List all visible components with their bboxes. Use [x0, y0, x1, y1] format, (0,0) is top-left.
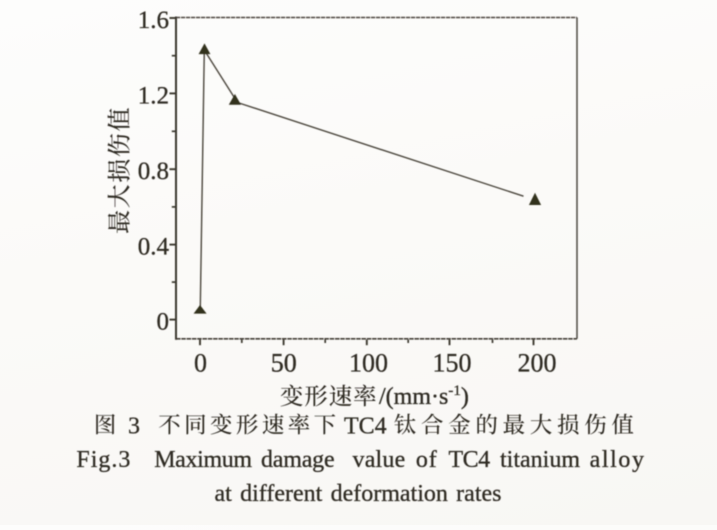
- svg-text:of: of: [416, 447, 438, 473]
- svg-text:3: 3: [128, 414, 140, 440]
- svg-text:100: 100: [349, 349, 388, 378]
- svg-text:TC4: TC4: [344, 414, 387, 440]
- svg-text:Maximum: Maximum: [154, 447, 252, 473]
- svg-text:0.4: 0.4: [138, 234, 170, 261]
- svg-text:0.8: 0.8: [138, 158, 169, 185]
- svg-text:200: 200: [518, 349, 557, 378]
- svg-text:TC4: TC4: [449, 447, 491, 473]
- svg-text:1.2: 1.2: [138, 82, 169, 109]
- svg-text:Fig.3: Fig.3: [76, 447, 131, 473]
- svg-text:1.6: 1.6: [138, 7, 169, 34]
- svg-text:/(mm·s-1): /(mm·s-1): [379, 383, 469, 410]
- svg-text:damage: damage: [261, 447, 334, 473]
- svg-text:150: 150: [433, 349, 472, 378]
- svg-text:titanium: titanium: [500, 447, 580, 473]
- svg-text:value: value: [353, 447, 406, 473]
- svg-text:at different deformation rates: at different deformation rates: [214, 481, 501, 507]
- svg-text:0: 0: [194, 349, 207, 378]
- svg-text:alloy: alloy: [590, 447, 646, 473]
- svg-text:50: 50: [271, 349, 297, 378]
- svg-text:0: 0: [157, 309, 170, 336]
